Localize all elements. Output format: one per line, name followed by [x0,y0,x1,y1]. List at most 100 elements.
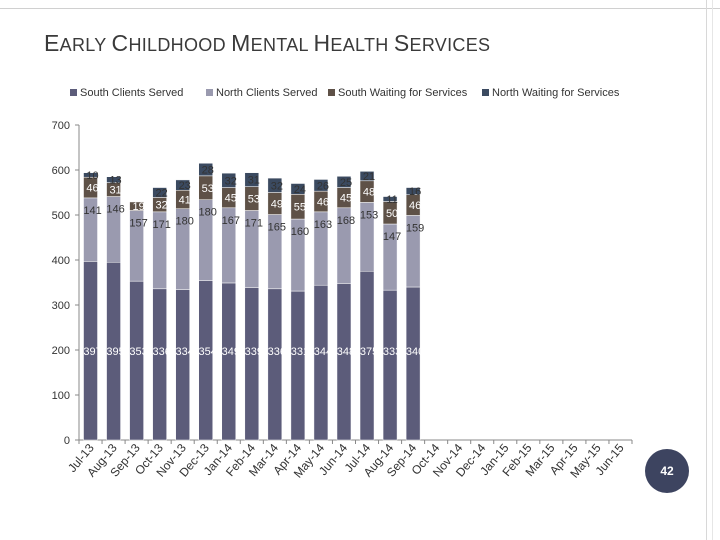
bar-segment [83,172,98,178]
bar-segment [221,282,237,441]
data-label: 171 [245,218,263,230]
bar-segment [198,163,213,177]
bar-segment [106,176,121,183]
title-part: MENTAL [231,30,314,56]
bar-segment [382,289,398,441]
bar-segment [175,179,190,191]
data-label: 163 [314,219,332,231]
data-label: 41 [179,194,191,206]
bar-segment [175,289,190,441]
data-label: 160 [291,226,309,238]
data-label: 171 [152,219,170,231]
data-label: 25 [340,177,352,189]
page-number-badge: 42 [645,449,689,493]
data-label: 146 [106,204,124,216]
legend-label: North Clients Served [216,87,318,99]
y-tick-label: 500 [52,210,70,222]
data-label: 395 [106,346,124,358]
data-label: 333 [383,346,401,358]
data-label: 354 [199,346,217,358]
data-label: 353 [129,346,147,358]
data-label: 349 [222,346,240,358]
data-label: 157 [129,218,147,230]
data-label: 344 [314,346,332,358]
data-label: 53 [248,194,260,206]
data-label: 31 [109,185,121,197]
data-label: 167 [222,215,240,227]
legend-item-north-waiting: North Waiting for Services [482,87,619,99]
data-label: 28 [202,165,214,177]
legend-swatch [482,88,489,96]
y-tick-label: 300 [52,300,70,312]
slide-right-border-inner [712,0,713,540]
legend-swatch [70,88,77,96]
data-label: 32 [156,200,168,212]
chart-legend: South Clients Served North Clients Serve… [70,87,670,101]
data-label: 16 [409,186,421,198]
data-label: 147 [383,231,401,243]
slide-right-border [706,0,707,540]
title-part: HEALTH [313,30,394,56]
bar-segment [405,286,421,441]
slide-top-border [0,0,720,9]
data-label: 45 [225,193,237,205]
data-label: 46 [317,197,329,209]
title-part: SERVICES [393,30,491,56]
data-label: 46 [409,200,421,212]
title-part: CHILDHOOD [111,30,232,56]
bar-segment [313,284,329,441]
bar-segment [313,179,329,192]
legend-item-north-clients: North Clients Served [206,87,318,99]
data-label: 32 [271,180,283,192]
data-label: 180 [199,207,217,219]
bar-segment [405,187,421,196]
title-part: EARLY [44,30,112,56]
data-label: 153 [360,209,378,221]
data-label: 336 [268,346,286,358]
legend-swatch [206,88,213,96]
data-label: 31 [248,175,260,187]
data-label: 336 [152,346,170,358]
data-label: 19 [132,201,144,213]
data-label: 26 [317,180,329,192]
bar-segment [359,171,375,182]
bar-segment [267,288,283,441]
legend-label: South Waiting for Services [338,87,468,99]
data-label: 24 [294,184,306,196]
legend-item-south-waiting: South Waiting for Services [328,87,467,99]
data-label: 168 [337,215,355,227]
bar-segment [129,201,144,211]
bar-segment [198,280,213,441]
data-label: 48 [363,187,375,199]
data-label: 49 [271,199,283,211]
bar-segment [290,290,306,441]
bar-segment [336,283,352,441]
data-label: 32 [225,175,237,187]
bar-segment [244,287,260,441]
y-tick-label: 400 [52,255,70,267]
data-label: 141 [83,205,101,217]
data-label: 10 [86,170,98,182]
data-label: 165 [268,222,286,234]
legend-label: North Waiting for Services [492,87,620,99]
data-label: 46 [86,183,98,195]
data-label: 21 [363,171,375,183]
bar-segment [336,176,352,188]
data-label: 55 [294,202,306,214]
bar-segment [267,177,283,193]
data-label: 375 [360,346,378,358]
data-label: 50 [386,208,398,220]
legend-label: South Clients Served [80,87,184,99]
data-label: 23 [179,180,191,192]
bar-segment [221,172,237,188]
legend-swatch [328,88,335,96]
bar-segment [244,172,260,187]
y-tick-label: 600 [52,165,70,177]
bar-segment [290,183,306,195]
y-tick-label: 700 [52,120,70,132]
bar-segment [152,187,167,198]
data-label: 339 [245,346,263,358]
bar-segment [129,280,144,441]
data-label: 397 [83,346,101,358]
